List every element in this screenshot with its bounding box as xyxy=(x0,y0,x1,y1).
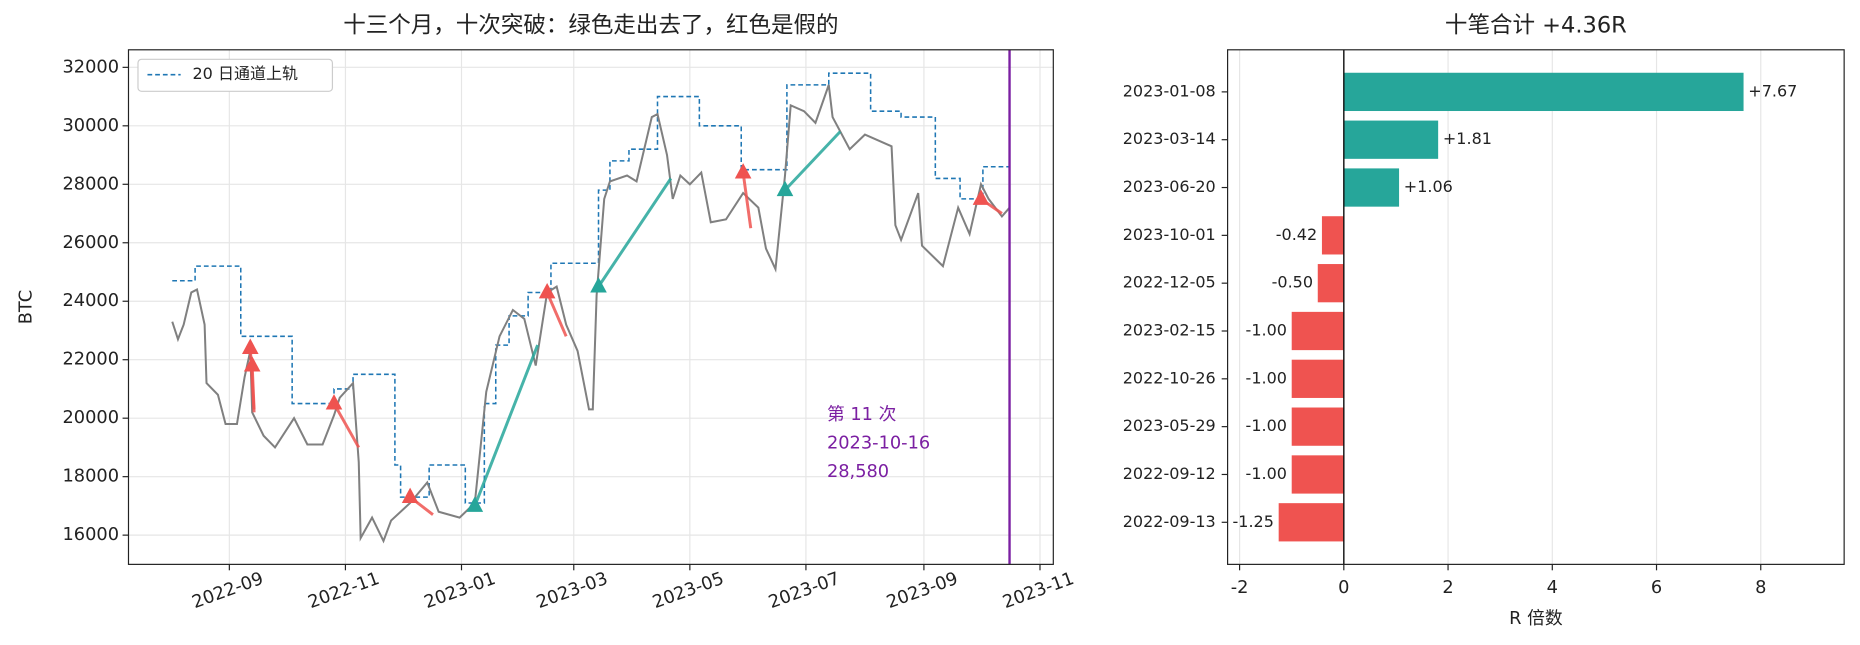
trade-line xyxy=(250,365,256,410)
bar xyxy=(1291,359,1344,398)
marker-label: 2023-10-16 xyxy=(827,432,930,453)
x-tick-label: 2023-01 xyxy=(421,568,498,613)
bar xyxy=(1278,503,1344,542)
x-tick-label: 0 xyxy=(1338,577,1349,598)
y-tick-label: 2022-09-13 xyxy=(1123,512,1216,531)
y-tick-label: 2023-02-15 xyxy=(1123,320,1216,339)
bar xyxy=(1291,407,1344,446)
y-tick-label: 2023-01-08 xyxy=(1123,81,1216,100)
bar xyxy=(1343,120,1439,159)
x-tick-label: 2 xyxy=(1442,577,1453,598)
trade-entry xyxy=(776,180,794,197)
left-title: 十三个月，十次突破：绿色走出去了，红色是假的 xyxy=(343,13,838,39)
trade-entry xyxy=(466,496,484,512)
x-tick-label: 6 xyxy=(1651,577,1662,598)
y-tick-label: 26000 xyxy=(62,232,119,253)
x-tick-label: 2023-11 xyxy=(1000,568,1077,613)
x-tick-label: -2 xyxy=(1231,577,1249,598)
x-tick-label: 2023-05 xyxy=(650,568,727,613)
trade-line xyxy=(597,177,673,288)
y-tick-label: 18000 xyxy=(62,466,119,487)
x-axis-label: R 倍数 xyxy=(1509,608,1563,629)
trade-entry xyxy=(401,487,419,504)
marker-label: 28,580 xyxy=(827,461,889,482)
bar-value-label: -1.25 xyxy=(1233,512,1274,531)
y-tick-label: 2022-09-12 xyxy=(1123,464,1216,483)
y-tick-label: 28000 xyxy=(62,173,119,194)
y-tick-label: 20000 xyxy=(62,407,119,428)
bar xyxy=(1321,216,1344,255)
x-tick-label: 2022-09 xyxy=(189,568,266,613)
y-tick-label: 32000 xyxy=(62,56,119,77)
trade-entry xyxy=(538,282,556,299)
right-title: 十笔合计 +4.36R xyxy=(1445,13,1627,39)
x-tick-label: 2022-11 xyxy=(305,568,382,613)
trade-entry xyxy=(325,394,343,410)
bar-value-label: +1.06 xyxy=(1404,177,1453,196)
marker-label: 第 11 次 xyxy=(827,404,897,425)
y-tick-label: 2022-10-26 xyxy=(1123,368,1216,387)
bar xyxy=(1291,311,1344,351)
legend-label: 20 日通道上轨 xyxy=(193,64,298,83)
plot-frame xyxy=(1227,49,1845,565)
y-tick-label: 2023-05-29 xyxy=(1123,416,1216,435)
bar-value-label: -0.42 xyxy=(1276,225,1317,244)
y-tick-label: 22000 xyxy=(62,349,119,370)
bar-value-label: -1.00 xyxy=(1246,464,1287,483)
series-line xyxy=(171,84,1011,544)
trade-entry xyxy=(590,277,607,293)
bar-value-label: -1.00 xyxy=(1246,416,1287,435)
bar xyxy=(1291,455,1344,494)
trade-line xyxy=(741,172,753,229)
trade-entry xyxy=(241,338,259,354)
y-tick-label: 24000 xyxy=(62,290,119,311)
x-tick-label: 4 xyxy=(1547,577,1558,598)
x-tick-label: 8 xyxy=(1755,577,1766,598)
trade-line xyxy=(545,291,568,337)
trade-line xyxy=(332,402,361,449)
y-axis-label: BTC xyxy=(16,290,37,324)
x-tick-label: 2023-03 xyxy=(534,568,611,613)
y-tick-label: 16000 xyxy=(62,524,119,545)
y-tick-label: 2023-03-14 xyxy=(1123,129,1216,148)
bar-value-label: -1.00 xyxy=(1246,320,1287,339)
bar xyxy=(1317,264,1344,303)
trade-entry xyxy=(243,356,261,372)
y-tick-label: 2022-12-05 xyxy=(1123,273,1216,292)
trade-line xyxy=(783,130,842,192)
plot-frame xyxy=(127,49,1054,565)
y-tick-label: 30000 xyxy=(62,115,119,136)
y-tick-label: 2023-06-20 xyxy=(1123,177,1216,196)
y-tick-label: 2023-10-01 xyxy=(1123,225,1216,244)
legend-box xyxy=(137,58,334,92)
bar xyxy=(1343,168,1400,207)
bar-value-label: +7.67 xyxy=(1748,81,1797,100)
bar xyxy=(1343,72,1744,112)
trade-entry xyxy=(734,163,752,179)
bar-value-label: -1.00 xyxy=(1246,368,1287,387)
trade-line xyxy=(473,344,540,507)
bar-value-label: +1.81 xyxy=(1443,129,1492,148)
trade-entry xyxy=(972,189,990,205)
x-tick-label: 2023-09 xyxy=(884,568,961,613)
x-tick-label: 2023-07 xyxy=(766,568,843,613)
bar-value-label: -0.50 xyxy=(1272,273,1313,292)
